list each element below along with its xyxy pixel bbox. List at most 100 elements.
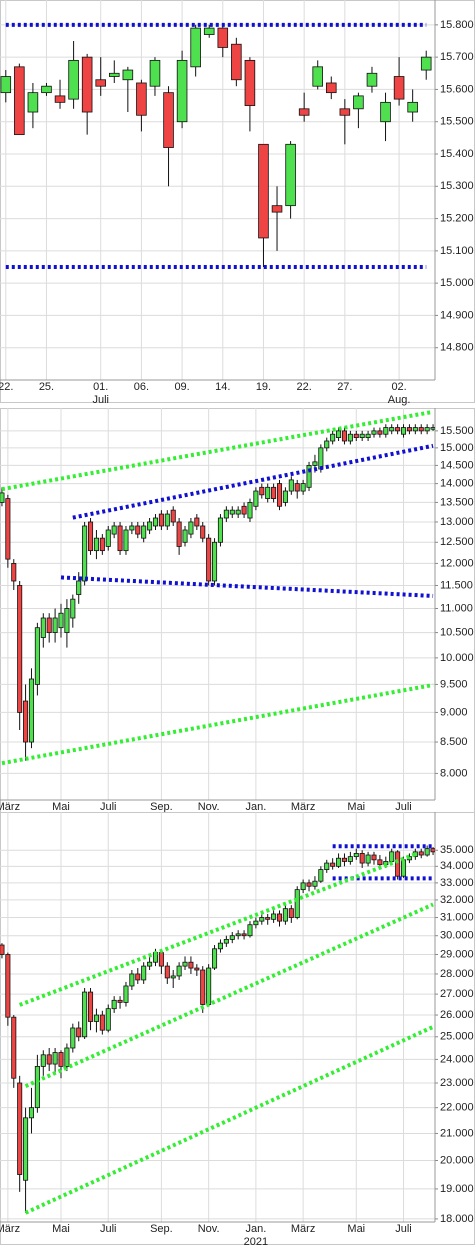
candle-body (93, 537, 99, 552)
candle-body (0, 492, 5, 503)
y-tick-label: 14.900 (440, 309, 474, 321)
candle-body (58, 612, 64, 629)
candle-body (95, 79, 107, 87)
candle-body (0, 76, 12, 94)
y-tick-label: 11.500 (440, 579, 473, 591)
candle-body (188, 961, 194, 969)
y-tick-label: 18.000 (440, 1213, 474, 1225)
trend-line (1, 683, 434, 766)
candle-body (244, 59, 256, 106)
candle-body (70, 1027, 76, 1049)
y-tick-label: 23.000 (440, 1077, 474, 1089)
y-tick-label: 13.500 (440, 496, 474, 508)
candle-body (271, 205, 283, 213)
candles (0, 22, 432, 270)
candle-body (353, 433, 359, 439)
y-tick-label: 9.000 (440, 706, 468, 718)
candle-body (158, 952, 164, 967)
candle-body (253, 920, 259, 926)
candle-body (206, 967, 212, 1005)
candle-body (395, 851, 401, 877)
candle-body (294, 483, 300, 492)
y-tick-label: 21.000 (440, 1127, 474, 1139)
candle-body (182, 529, 188, 543)
candle-body (68, 59, 79, 100)
candle-body (105, 1008, 111, 1031)
candle-body (400, 859, 407, 877)
panel: 18.000 19.000 20.000 21.000 22.000 23.000 24.0… (0, 812, 475, 1248)
candle-body (122, 69, 134, 81)
candle-body (312, 880, 318, 887)
candle-body (312, 461, 318, 466)
candle-body (241, 933, 247, 937)
y-tick-label: 26.000 (440, 1009, 474, 1021)
candle-body (430, 427, 435, 430)
candle-body (164, 513, 170, 527)
y-tick-label: 14.000 (440, 477, 474, 489)
candle-body (407, 101, 418, 113)
candle-body (82, 525, 88, 582)
y-tick-label: 15.600 (440, 83, 474, 95)
y-tick-label: 15.000 (440, 277, 474, 289)
candle-body (176, 521, 182, 547)
x-tick-label: März (0, 801, 20, 813)
y-tick-label: 29.000 (440, 948, 474, 960)
candle-body (194, 517, 200, 527)
x-tick-label: 14. (215, 381, 230, 393)
candle-body (330, 433, 336, 442)
y-tick-label: 11.000 (440, 602, 473, 614)
x-tick-sublabel: Aug. (388, 394, 411, 406)
candle-body (23, 1117, 29, 1181)
x-tick-label: Jan. (245, 1223, 266, 1235)
x-tick-sublabel: 2021 (244, 1236, 268, 1248)
candle-body (28, 678, 35, 743)
candle-body (217, 942, 223, 950)
candle-body (135, 973, 141, 981)
y-tick-label: 33.000 (440, 877, 474, 889)
candle-body (235, 509, 241, 515)
candle-body (424, 848, 430, 856)
y-tick-label: 12.500 (440, 536, 474, 548)
panel: 14.800 14.900 15.000 15.100 15.200 15.300 15.4… (0, 0, 475, 406)
candle-body (188, 521, 194, 535)
candle-body (147, 961, 153, 967)
y-tick-label: 35.000 (440, 844, 474, 856)
candle-body (424, 427, 430, 432)
candle-body (93, 1014, 99, 1022)
trend-line (24, 1025, 434, 1215)
y-tick-label: 20.000 (440, 1154, 474, 1166)
candle-body (380, 101, 391, 123)
candle-body (359, 433, 365, 439)
candle-body (129, 525, 135, 531)
y-tick-label: 10.000 (440, 652, 474, 664)
candle-body (259, 917, 265, 922)
candle-body (336, 857, 342, 867)
candle-body (105, 529, 111, 547)
y-tick-label: 15.500 (440, 116, 474, 128)
candle-body (176, 965, 182, 977)
candle-body (223, 939, 229, 944)
candle-body (336, 430, 342, 439)
candle-body (330, 862, 336, 867)
candle-body (324, 862, 330, 870)
candle-body (395, 427, 401, 432)
x-tick-label: Sep. (150, 1223, 173, 1235)
candle-body (136, 82, 147, 116)
candle-body (190, 27, 201, 68)
candle-body (82, 991, 88, 1038)
candle-body (288, 908, 294, 918)
candle-body (158, 513, 164, 527)
candle-body (170, 509, 176, 523)
candle-body (70, 598, 76, 619)
candle-body (164, 965, 170, 979)
candle-body (81, 56, 93, 113)
candle-body (347, 433, 353, 442)
candle-body (11, 1016, 17, 1079)
y-tick-label: 15.300 (440, 180, 474, 192)
y-tick-label: 10.500 (440, 626, 474, 638)
y-tick-label: 32.000 (440, 894, 474, 906)
candle-body (34, 1065, 40, 1109)
candle-body (64, 1047, 70, 1067)
candle-body (206, 537, 212, 582)
